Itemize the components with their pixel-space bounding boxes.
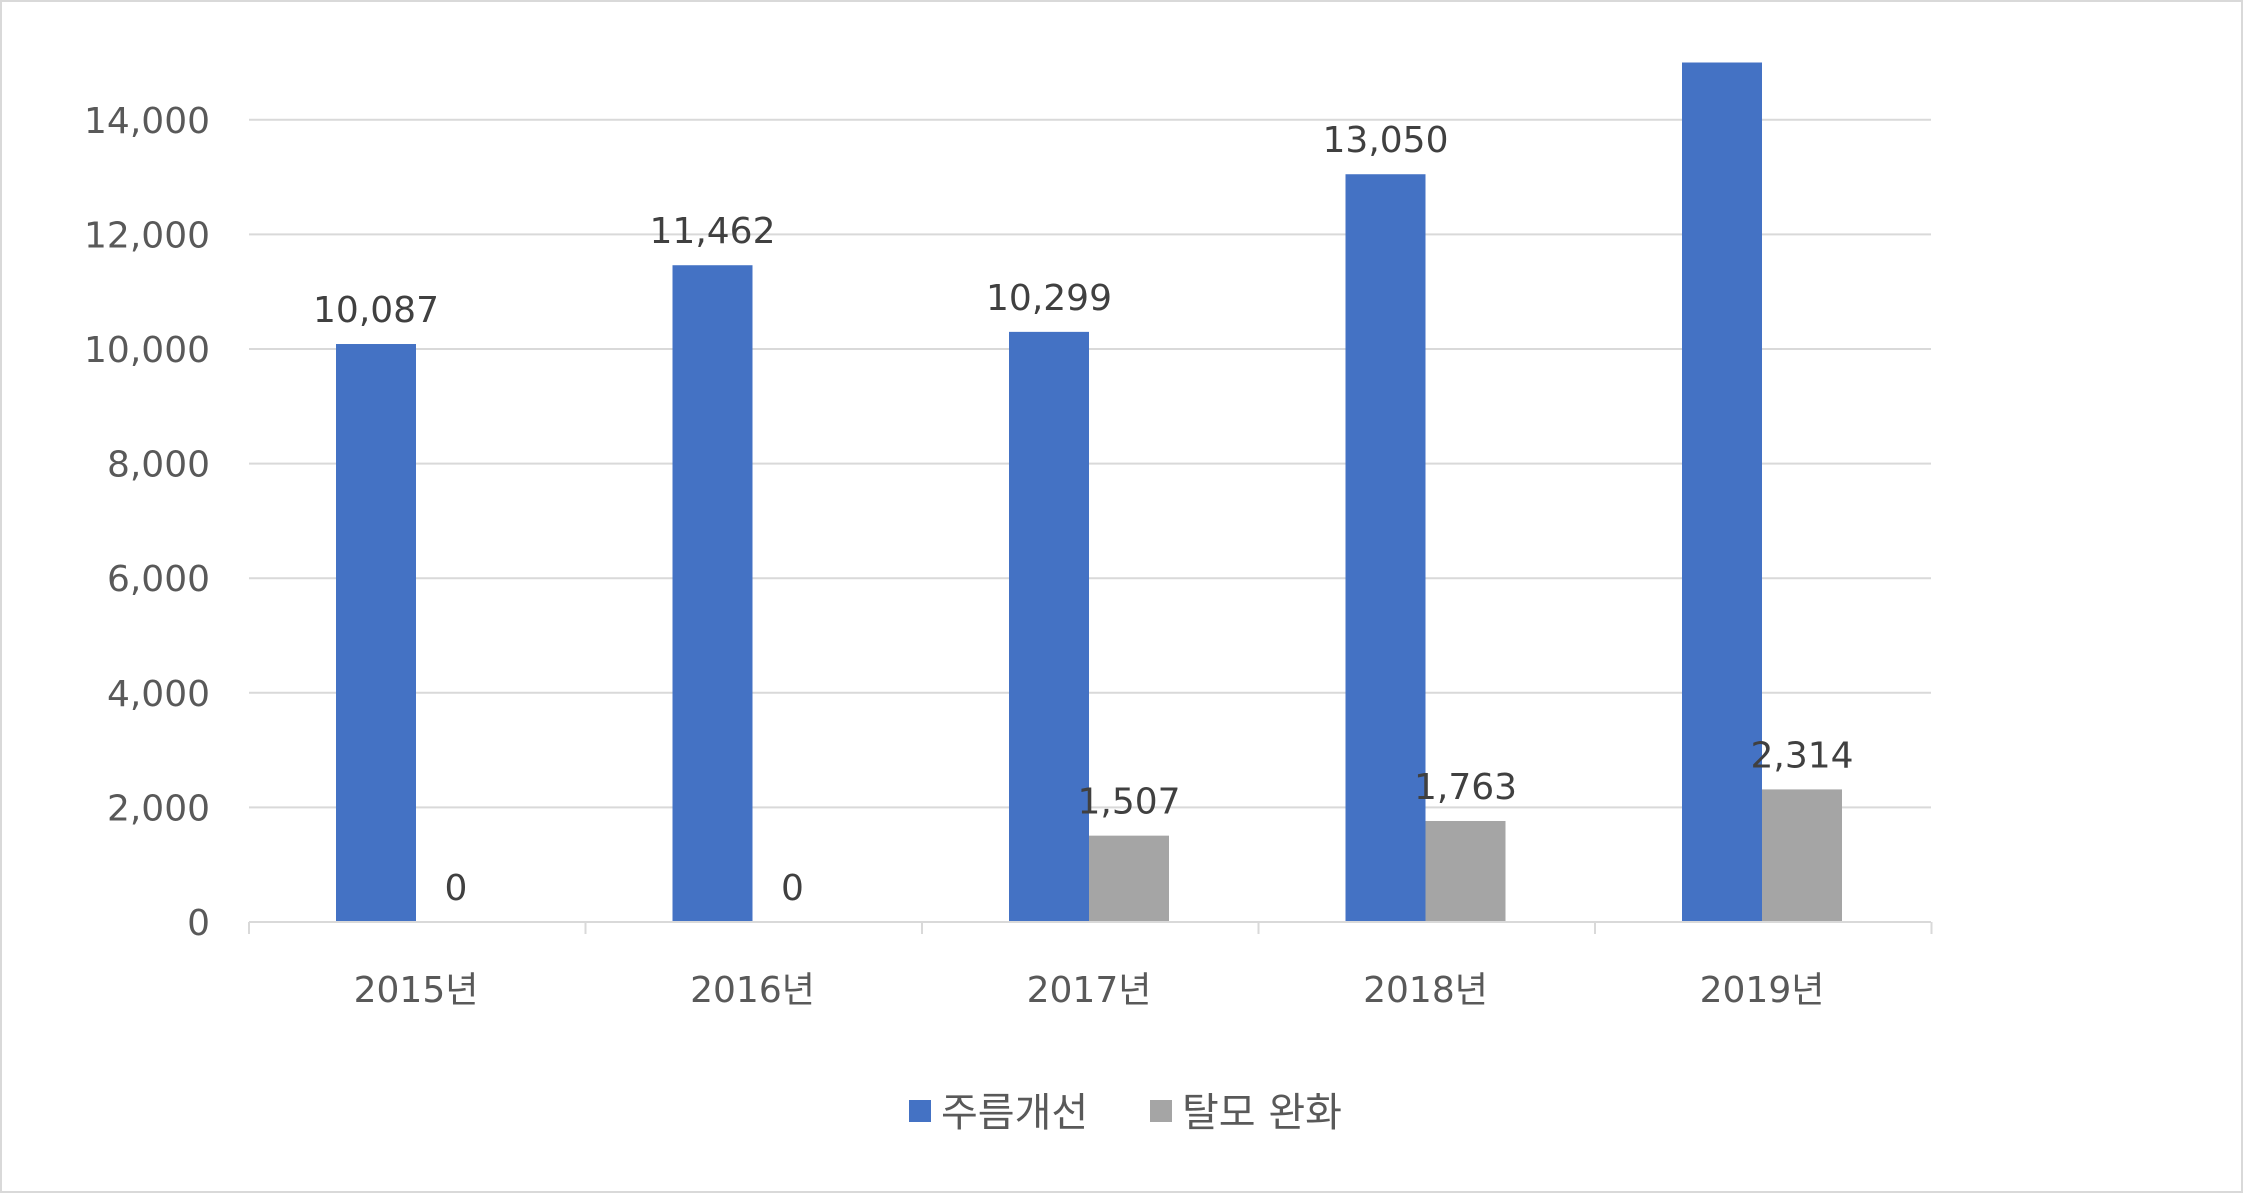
y-tick-label: 12,000 — [84, 215, 210, 256]
x-tick-label: 2015년 — [354, 970, 479, 1011]
bar-series-2 — [1425, 820, 1506, 922]
bars — [336, 62, 1842, 923]
data-label: 1,507 — [1077, 782, 1180, 823]
bar-series-1 — [672, 265, 753, 922]
x-axis-ticks: 2015년 2016년 2017년 2018년 2019년 — [354, 970, 1825, 1011]
x-tick-label: 2017년 — [1027, 970, 1152, 1011]
x-tick-label: 2018년 — [1363, 970, 1488, 1011]
y-tick-label: 8,000 — [107, 445, 210, 486]
data-label: 10,087 — [313, 290, 439, 331]
legend-swatch — [1150, 1100, 1172, 1122]
y-tick-label: 0 — [187, 903, 210, 944]
legend-label: 주름개선 — [941, 1090, 1088, 1136]
y-tick-label: 6,000 — [107, 559, 210, 600]
x-tick-label: 2016년 — [690, 970, 815, 1011]
y-tick-label: 10,000 — [84, 330, 210, 371]
data-label: 0 — [445, 868, 468, 909]
data-label: 2,314 — [1750, 735, 1853, 776]
y-tick-label: 2,000 — [107, 788, 210, 829]
bar-series-1 — [1009, 331, 1089, 922]
x-axis — [248, 921, 1933, 934]
bar-series-1 — [1345, 174, 1426, 923]
y-axis-ticks: 0 2,000 4,000 6,000 8,000 10,000 12,000 14,000 — [84, 101, 210, 944]
data-label: 13,050 — [1323, 120, 1449, 161]
data-label: 10,299 — [986, 278, 1112, 319]
data-label: 0 — [781, 868, 804, 909]
data-labels: 10,087 0 11,462 0 10,299 1,507 13,050 1,763 2,31… — [313, 120, 1854, 909]
bar-series-2 — [1089, 835, 1169, 922]
bar-series-1 — [1682, 62, 1762, 922]
gridlines — [249, 118, 1931, 809]
legend: 주름개선 탈모 완화 — [909, 1090, 1342, 1136]
data-label: 1,763 — [1414, 767, 1517, 808]
y-tick-label: 14,000 — [84, 101, 210, 142]
x-tick-label: 2019년 — [1700, 970, 1825, 1011]
bar-series-2 — [1762, 789, 1842, 922]
y-tick-label: 4,000 — [107, 674, 210, 715]
legend-label: 탈모 완화 — [1182, 1090, 1342, 1136]
data-label: 11,462 — [650, 211, 776, 252]
bar-series-1 — [336, 344, 416, 922]
legend-swatch — [909, 1100, 931, 1122]
